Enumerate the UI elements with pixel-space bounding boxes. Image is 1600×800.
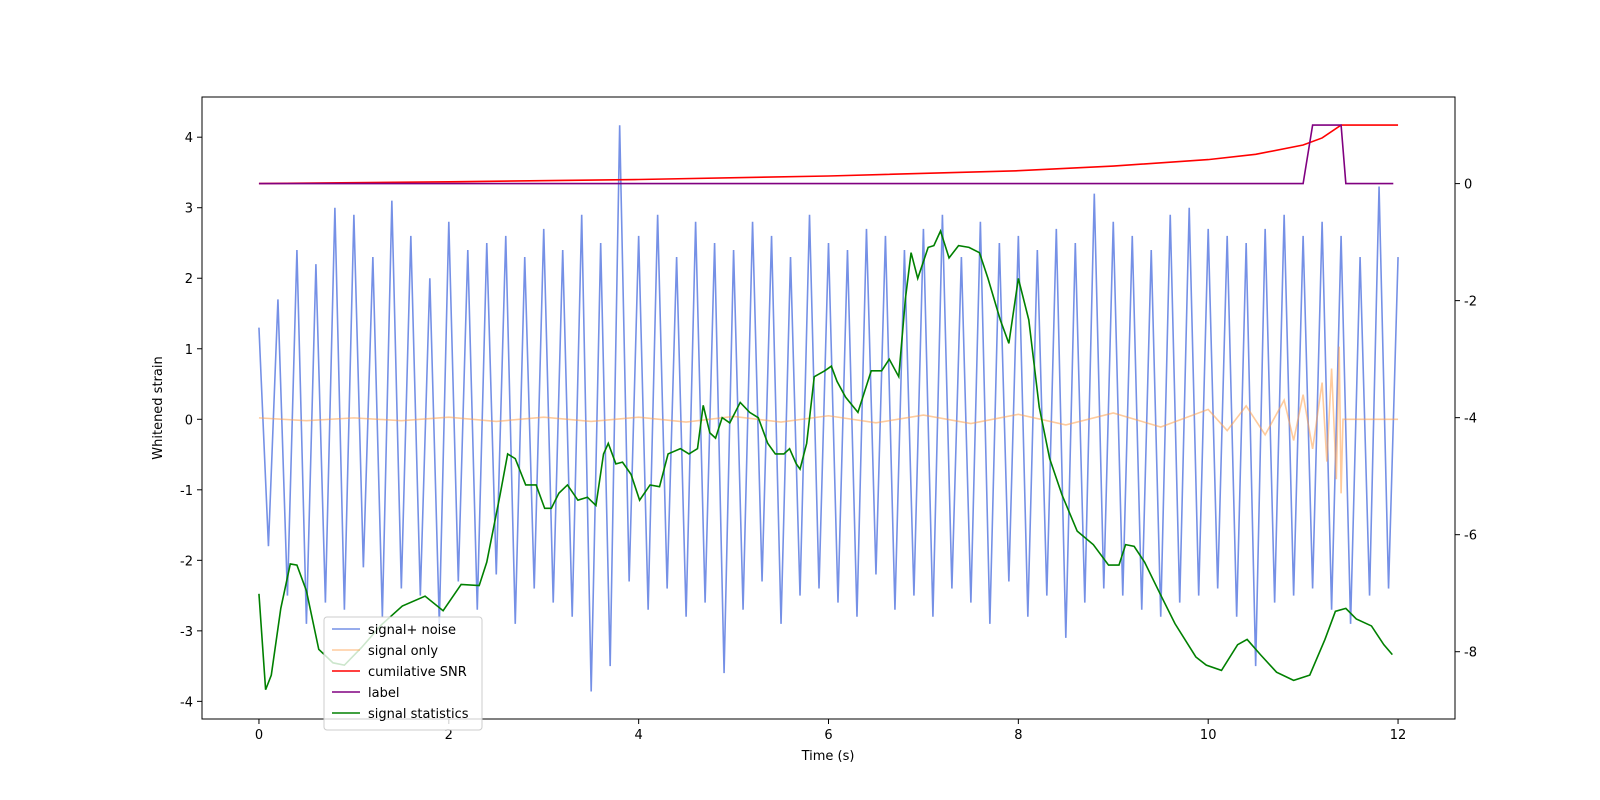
x-axis-label: Time (s) [801, 749, 855, 764]
x-tick-label: 6 [824, 728, 832, 743]
y-tick-label: -2 [180, 554, 193, 569]
legend-label: signal statistics [368, 707, 469, 722]
y-tick-label: 2 [185, 272, 193, 287]
y-tick-label: 1 [185, 343, 193, 358]
y2-tick-label: 0 [1464, 178, 1472, 193]
y-tick-label: -4 [180, 695, 193, 710]
x-tick-label: 4 [635, 728, 643, 743]
y2-tick-label: -8 [1464, 646, 1477, 661]
y-tick-label: 4 [185, 131, 193, 146]
y2-tick-label: -4 [1464, 412, 1477, 427]
y-tick-label: -3 [180, 625, 193, 640]
legend-label: signal only [368, 644, 438, 659]
legend-label: label [368, 686, 399, 701]
x-tick-label: 10 [1200, 728, 1217, 743]
y-tick-label: 0 [185, 413, 193, 428]
series-line [258, 124, 1399, 185]
x-tick-label: 2 [445, 728, 453, 743]
y2-tick-label: -2 [1464, 295, 1477, 310]
legend: signal+ noise signal only cumilative SNR la… [323, 616, 483, 731]
y2-tick-label: -6 [1464, 529, 1477, 544]
legend-box [323, 616, 483, 731]
x-tick-label: 8 [1014, 728, 1022, 743]
x-tick-label: 12 [1390, 728, 1407, 743]
series-line [258, 228, 1393, 691]
series-line [258, 125, 1399, 692]
x-tick-label: 0 [255, 728, 263, 743]
legend-label: cumilative SNR [368, 665, 467, 680]
series-line [258, 124, 1394, 185]
legend-label: signal+ noise [368, 623, 456, 638]
series-line [258, 346, 1399, 494]
plot-lines [258, 124, 1399, 692]
y-tick-label: -1 [180, 484, 193, 499]
y-axis-label: Whitened strain [151, 356, 166, 459]
y-tick-label: 3 [185, 202, 193, 217]
